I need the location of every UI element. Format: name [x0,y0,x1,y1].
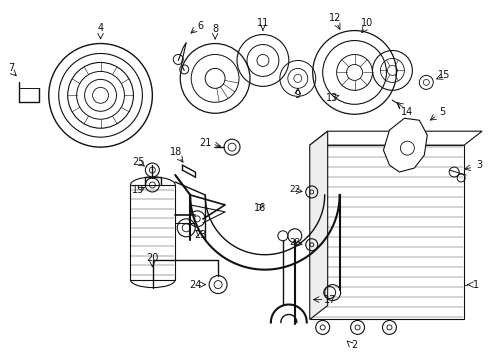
Text: 11: 11 [256,18,268,28]
Text: 9: 9 [294,90,300,100]
Bar [130,185,175,280]
Text: 17: 17 [323,294,335,305]
Text: 13: 13 [325,93,337,103]
Text: 8: 8 [212,24,218,33]
Text: 12: 12 [328,13,340,23]
Text: 22: 22 [288,238,300,247]
Bar [309,145,463,319]
Text: 7: 7 [8,63,14,73]
Text: 24: 24 [189,280,201,289]
Text: 2: 2 [351,340,357,350]
Text: 22: 22 [288,185,300,194]
Text: 21: 21 [199,138,211,148]
Polygon shape [383,118,427,172]
Text: 23: 23 [194,230,206,240]
Text: 14: 14 [401,107,413,117]
Text: 5: 5 [438,107,445,117]
Polygon shape [309,131,327,319]
Polygon shape [309,131,481,145]
Text: 1: 1 [472,280,478,289]
Text: 18: 18 [170,147,182,157]
Text: 16: 16 [253,203,265,213]
Text: 6: 6 [197,21,203,31]
Text: 15: 15 [437,71,449,80]
Text: 10: 10 [361,18,373,28]
Text: 20: 20 [146,253,158,263]
Text: 3: 3 [475,160,481,170]
Text: 4: 4 [97,23,103,33]
Text: 19: 19 [132,185,144,195]
Text: 25: 25 [132,157,144,167]
